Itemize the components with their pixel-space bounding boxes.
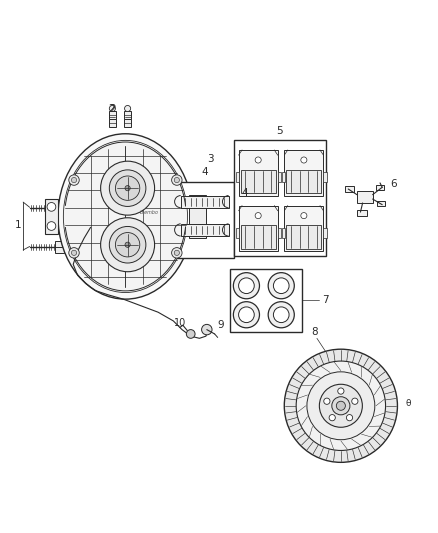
Bar xyxy=(284,206,323,251)
Text: 10: 10 xyxy=(174,318,186,328)
Circle shape xyxy=(255,213,261,219)
Bar xyxy=(124,111,131,119)
Circle shape xyxy=(47,222,56,230)
Bar xyxy=(286,225,321,249)
Circle shape xyxy=(174,177,180,183)
Bar xyxy=(109,119,116,127)
Circle shape xyxy=(116,176,140,200)
Circle shape xyxy=(346,415,353,421)
Circle shape xyxy=(255,157,261,163)
Circle shape xyxy=(233,302,259,328)
Bar xyxy=(357,210,367,216)
Circle shape xyxy=(239,307,254,322)
Text: 4: 4 xyxy=(242,188,248,198)
Text: 5: 5 xyxy=(277,126,283,136)
Circle shape xyxy=(125,185,130,191)
Circle shape xyxy=(186,329,195,338)
Circle shape xyxy=(307,372,375,440)
Bar xyxy=(109,111,116,119)
Bar xyxy=(282,228,285,238)
Text: 8: 8 xyxy=(311,327,318,337)
Bar xyxy=(376,184,385,190)
Text: 2: 2 xyxy=(109,104,115,114)
Text: 3: 3 xyxy=(207,154,214,164)
Bar xyxy=(241,169,276,193)
Bar xyxy=(323,228,327,238)
Bar xyxy=(55,201,64,214)
Bar xyxy=(234,140,325,256)
Bar xyxy=(323,172,327,182)
Circle shape xyxy=(116,232,140,257)
Circle shape xyxy=(273,278,289,294)
Circle shape xyxy=(239,278,254,294)
Circle shape xyxy=(352,398,358,405)
Bar xyxy=(345,187,354,192)
Circle shape xyxy=(329,415,336,421)
Circle shape xyxy=(110,227,146,263)
Bar xyxy=(241,225,276,249)
Bar xyxy=(188,195,206,238)
Circle shape xyxy=(296,361,385,450)
Circle shape xyxy=(301,157,307,163)
Bar xyxy=(278,228,281,238)
Circle shape xyxy=(301,213,307,219)
Bar xyxy=(176,182,234,258)
Bar xyxy=(55,241,64,253)
Circle shape xyxy=(324,398,330,405)
Circle shape xyxy=(284,349,397,462)
Bar xyxy=(282,172,285,182)
Circle shape xyxy=(110,170,146,206)
Circle shape xyxy=(233,273,259,299)
Circle shape xyxy=(268,273,294,299)
Ellipse shape xyxy=(64,140,187,293)
Circle shape xyxy=(319,384,362,427)
Circle shape xyxy=(201,325,212,335)
Circle shape xyxy=(71,250,77,255)
Bar xyxy=(357,191,373,203)
Bar xyxy=(230,269,302,332)
Bar xyxy=(239,206,278,251)
Bar xyxy=(236,172,240,182)
Circle shape xyxy=(268,302,294,328)
Circle shape xyxy=(336,401,346,410)
Circle shape xyxy=(47,203,56,211)
Text: 9: 9 xyxy=(218,320,225,330)
Circle shape xyxy=(172,175,182,185)
Text: 7: 7 xyxy=(322,295,329,305)
Circle shape xyxy=(332,397,350,415)
Bar xyxy=(45,199,58,234)
Circle shape xyxy=(124,106,131,111)
Bar xyxy=(181,196,229,208)
Bar xyxy=(236,228,240,238)
Text: 1: 1 xyxy=(14,220,21,230)
Bar xyxy=(286,169,321,193)
Circle shape xyxy=(101,161,155,215)
Bar xyxy=(181,224,229,236)
Bar xyxy=(239,150,278,196)
Circle shape xyxy=(174,250,180,255)
Circle shape xyxy=(101,218,155,272)
Bar xyxy=(377,201,385,206)
Circle shape xyxy=(273,307,289,322)
Bar xyxy=(278,172,281,182)
Circle shape xyxy=(125,242,130,247)
Circle shape xyxy=(71,177,77,183)
Ellipse shape xyxy=(58,134,193,299)
Text: 6: 6 xyxy=(390,179,396,189)
Text: 2: 2 xyxy=(110,104,116,114)
Circle shape xyxy=(110,106,116,111)
Circle shape xyxy=(69,175,79,185)
Bar xyxy=(284,150,323,196)
Circle shape xyxy=(69,248,79,258)
Text: θ: θ xyxy=(406,399,411,408)
Text: 4: 4 xyxy=(201,167,208,177)
Text: brembo: brembo xyxy=(140,209,159,215)
Bar xyxy=(124,119,131,127)
Circle shape xyxy=(172,248,182,258)
Circle shape xyxy=(338,388,344,394)
